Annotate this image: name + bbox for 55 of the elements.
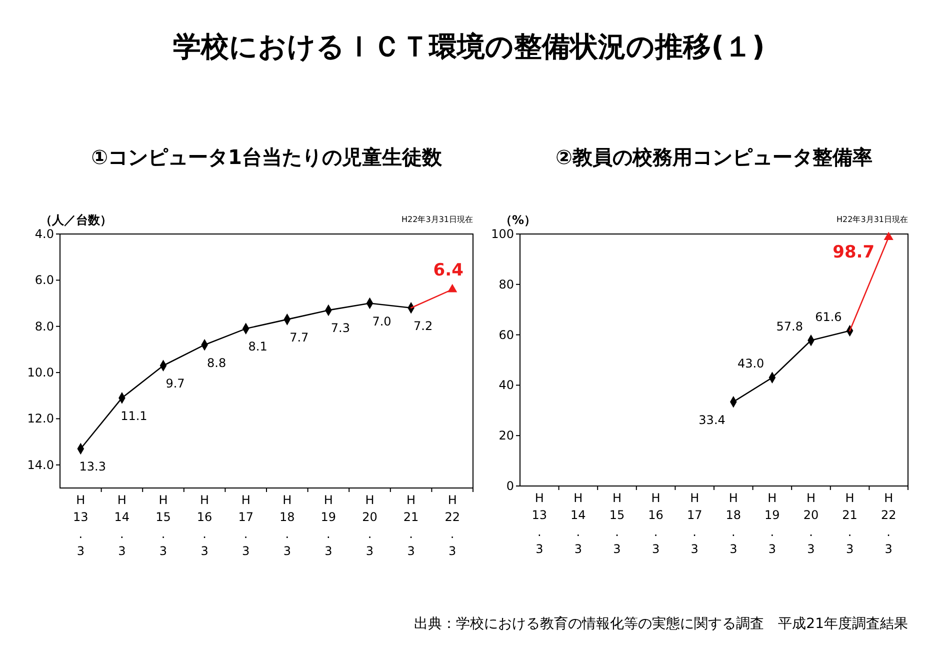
y-tick-label: 14.0 [27,458,54,472]
data-label: 7.0 [372,314,392,328]
y-tick-label: 6.0 [34,273,54,288]
text: H22年3月31日現在 [836,215,908,224]
source-note: 出典：学校における教育の情報化等の実態に関する調査 平成21年度調査結果 [414,615,908,632]
x-tick-label: H 22 . 3 [444,493,460,558]
y-tick-label: 60 [498,328,514,342]
x-tick-label: H 15 . 3 [156,493,171,558]
x-tick-label: H 22 . 3 [880,491,896,556]
x-tick-label: H 16 . 3 [196,493,212,558]
x-tick-label: H 18 . 3 [280,493,295,558]
x-tick-label: H 20 . 3 [362,493,378,558]
y-tick-label: 20 [498,428,514,443]
y-tick-label: 80 [498,277,514,292]
x-tick-label: H 17 . 3 [686,491,702,556]
chart-title: ①コンピュータ1台当たりの児童生徒数 [91,145,443,169]
y-tick-label: 40 [498,378,514,392]
data-label: 13.3 [79,460,106,474]
text: H22年3月31日現在 [402,215,473,224]
y-axis-title: （%） [500,213,536,227]
y-tick-label: 8.0 [34,319,54,334]
data-label: 6.4 [433,260,464,280]
x-tick-label: H 21 . 3 [842,491,858,556]
data-label: 43.0 [737,356,764,371]
y-axis-title: （人／台数） [40,213,112,227]
x-tick-label: H 20 . 3 [803,491,819,556]
y-tick-label: 10.0 [27,366,54,380]
text: 学校におけるＩＣＴ環境の整備状況の推移(１) [173,30,765,63]
data-label: 8.1 [248,340,268,354]
data-label: 7.7 [290,330,309,344]
x-tick-label: H 17 . 3 [238,493,254,558]
chart-title: ②教員の校務用コンピュータ整備率 [556,145,872,169]
data-label: 33.4 [698,412,726,427]
y-tick-label: 100 [491,227,514,241]
data-label: 98.7 [832,242,875,262]
x-tick-label: H 16 . 3 [648,491,664,556]
x-tick-label: H 19 . 3 [764,491,780,556]
x-tick-label: H 14 . 3 [570,491,586,556]
x-tick-label: H 13 . 3 [73,493,88,558]
x-tick-label: H 21 . 3 [403,493,419,558]
y-tick-label: 12.0 [27,412,54,426]
x-tick-label: H 15 . 3 [609,491,625,556]
y-tick-label: 4.0 [34,227,54,241]
x-tick-label: H 13 . 3 [532,491,548,556]
y-tick-label: 0 [506,479,514,493]
data-label: 7.2 [414,318,433,333]
data-label: 57.8 [776,319,803,334]
x-tick-label: H 14 . 3 [114,493,130,558]
data-label: 61.6 [815,310,842,324]
data-label: 9.7 [166,376,185,391]
x-tick-label: H 19 . 3 [320,493,336,558]
x-tick-label: H 18 . 3 [726,491,742,556]
data-label: 7.3 [330,321,350,336]
data-label: 8.8 [207,356,226,370]
data-label: 11.1 [120,408,148,423]
